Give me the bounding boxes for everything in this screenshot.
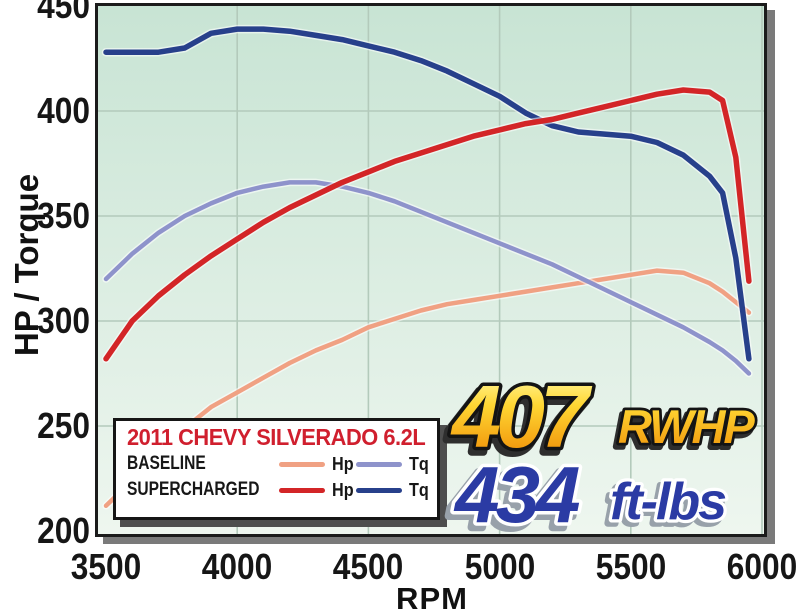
legend-entry-label: Hp [332,479,354,500]
y-tick-label: 400 [37,90,90,131]
curve-supercharged_hp [103,87,752,362]
y-tick-label: 300 [37,300,90,341]
y-tick-label: 350 [37,195,90,236]
legend-row: SUPERCHARGED Hp Tq [127,477,429,503]
x-tick-label: 4500 [333,546,404,587]
x-tick-label: 5500 [595,546,667,587]
y-tick-label: 450 [37,0,90,26]
legend-box: 2011 CHEVY SILVERADO 6.2L BASELINE Hp Tq SU… [113,418,440,520]
x-tick-label: 4000 [201,546,273,587]
curve-baseline_tq [103,180,752,376]
peak-annotations: 407 407 RWHP RWHP 434 434 ft-lbs ft-lbs [442,364,760,549]
legend-entry-label: Tq [409,453,429,474]
tq-peak-unit-shadow: ft-lbs [606,477,722,535]
legend-swatch-supercharged_tq [356,487,402,493]
legend-entry-label: Tq [409,479,429,500]
hp-peak-unit-shadow: RWHP [615,404,752,457]
x-axis-title: RPM [396,581,468,614]
curve-halo-baseline_tq [102,178,753,378]
tq-peak-value: 434 [453,450,580,539]
legend-swatch-baseline_tq [356,461,402,467]
x-tick-label: 5000 [464,546,535,587]
curve-supercharged_tq [103,26,752,362]
curve-halo-supercharged_hp [101,85,754,364]
legend-row-label: BASELINE [127,453,206,474]
legend-title: 2011 CHEVY SILVERADO 6.2L [127,424,426,450]
y-tick-label: 250 [37,405,90,446]
hp-peak-value-shadow: 407 [446,372,589,471]
tq-peak-unit: ft-lbs [610,473,726,531]
legend-swatch-baseline_hp [279,461,325,467]
legend-swatch-supercharged_hp [279,487,325,493]
curve-baseline_hp [103,268,752,509]
legend-row-label: SUPERCHARGED [127,479,260,500]
legend-rows: BASELINE Hp Tq SUPERCHARGED Hp Tq [127,451,429,503]
tq-peak-value-shadow: 434 [448,455,575,544]
x-tick-label: 3500 [70,546,142,587]
y-tick-label: 200 [37,510,90,551]
x-tick-label: 6000 [726,546,798,587]
legend-row: BASELINE Hp Tq [127,451,429,477]
hp-peak-value: 407 [450,367,593,466]
hp-peak-unit: RWHP [618,400,755,453]
legend-entry-label: Hp [332,453,354,474]
